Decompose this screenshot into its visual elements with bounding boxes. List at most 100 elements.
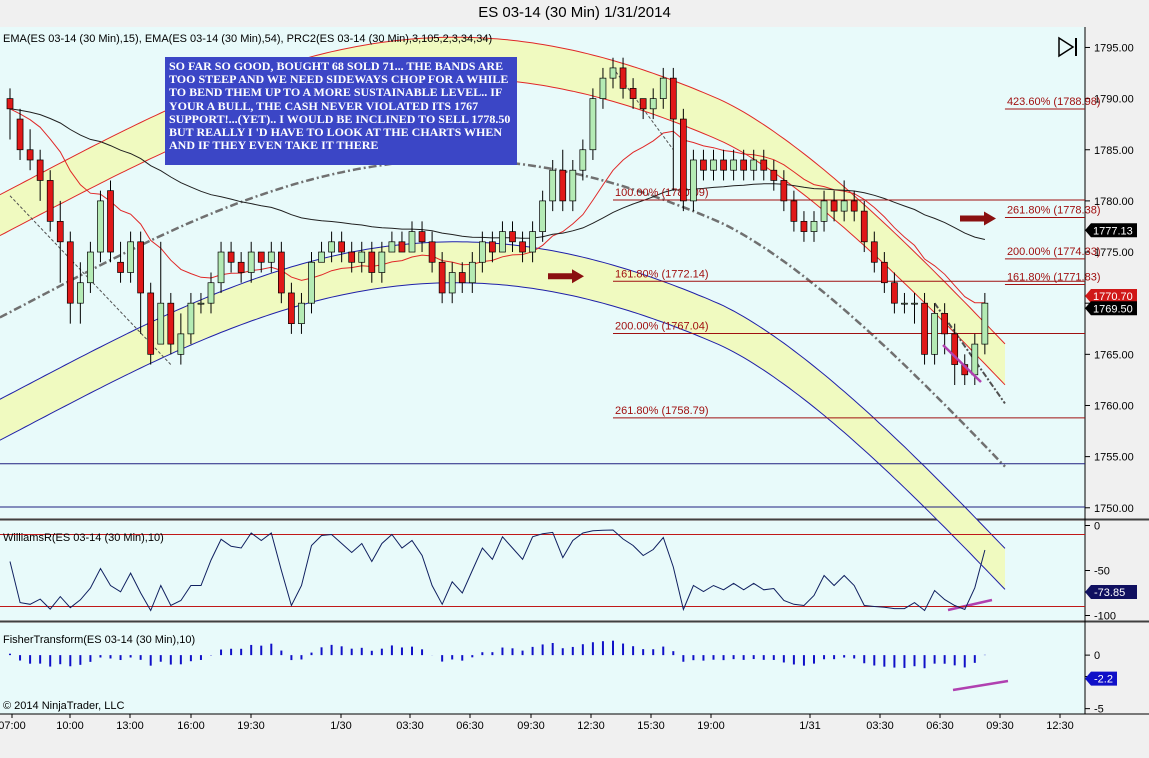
- red-arrow-marker: [548, 269, 584, 284]
- price-tick-label: 1785.00: [1094, 145, 1134, 157]
- fib-level-label: 261.80% (1778.38): [1007, 204, 1101, 216]
- copyright-label: © 2014 NinjaTrader, LLC: [3, 700, 124, 712]
- candle-up: [207, 282, 215, 304]
- williamsr-tick-label: -50: [1094, 566, 1110, 578]
- candle-down: [66, 241, 74, 304]
- candle-up: [468, 261, 476, 284]
- candle-up: [730, 159, 737, 171]
- candle-down: [398, 241, 406, 253]
- candle-down: [418, 231, 426, 243]
- candle-up: [499, 231, 506, 253]
- candle-down: [850, 200, 858, 212]
- fisher-title: FisherTransform(ES 03-14 (30 Min),10): [3, 634, 195, 646]
- price-badge: [1085, 301, 1137, 316]
- fisher-tick-label: -5: [1094, 704, 1104, 716]
- purple-trendline: [942, 344, 982, 383]
- time-tick-label: 12:30: [577, 720, 605, 732]
- upper-band-fill: [0, 37, 1005, 385]
- candle-up: [448, 272, 456, 294]
- lower-band-fill: [0, 241, 1005, 590]
- price-tick-label: 1755.00: [1094, 452, 1134, 464]
- candle-up: [177, 333, 185, 355]
- williamsr-tick-label: -100: [1094, 611, 1116, 623]
- chart-title: ES 03-14 (30 Min) 1/31/2014: [478, 4, 671, 21]
- price-tick-label: 1750.00: [1094, 503, 1134, 515]
- williamsr-title: WilliamsR(ES 03-14 (30 Min),10): [3, 532, 164, 544]
- lower-band-outer-line: [0, 282, 1006, 590]
- candle-down: [6, 98, 14, 110]
- price-badge: [1085, 223, 1137, 238]
- candle-up: [820, 200, 828, 222]
- price-badge-label: 1770.70: [1093, 291, 1133, 303]
- price-tick-label: 1795.00: [1094, 42, 1134, 54]
- candle-down: [117, 261, 124, 273]
- candle-down: [348, 251, 356, 263]
- price-axis-area: [1085, 27, 1149, 714]
- candle-up: [659, 77, 667, 99]
- candle-down: [489, 241, 496, 253]
- candle-down: [639, 98, 647, 110]
- candle-up: [87, 251, 94, 284]
- candle-down: [458, 272, 466, 284]
- candle-down: [870, 241, 878, 263]
- williamsr-value-label: -73.85: [1094, 587, 1125, 599]
- candle-down: [780, 180, 788, 202]
- candle-down: [167, 302, 175, 345]
- ema-54-line: [9, 108, 986, 240]
- time-tick-label: 12:30: [1046, 720, 1074, 732]
- time-tick-label: 19:30: [237, 720, 265, 732]
- candle-down: [790, 200, 798, 222]
- candle-up: [549, 169, 557, 202]
- fib-level-label: 161.80% (1771.83): [1007, 271, 1101, 283]
- fisher-value-label: -2.2: [1094, 674, 1113, 686]
- red-arrow-marker: [960, 211, 996, 226]
- candle-down: [770, 169, 778, 181]
- candle-down: [107, 190, 114, 253]
- candle-down: [26, 149, 34, 161]
- candle-up: [247, 251, 255, 273]
- candle-up: [569, 169, 577, 202]
- candle-up: [157, 302, 165, 345]
- williamsr-value-badge: [1085, 584, 1137, 599]
- candle-down: [438, 261, 446, 294]
- indicator-label: EMA(ES 03-14 (30 Min),15), EMA(ES 03-14 …: [3, 33, 492, 45]
- price-tick-label: 1760.00: [1094, 400, 1134, 412]
- fib-level-label: 200.00% (1774.33): [1007, 246, 1101, 258]
- candle-up: [388, 241, 396, 253]
- candle-up: [539, 200, 547, 232]
- fib-level-label: 423.60% (1788.98): [1007, 96, 1101, 108]
- candle-down: [740, 159, 748, 171]
- candle-down: [46, 180, 54, 222]
- candle-down: [36, 159, 44, 181]
- candle-down: [629, 88, 637, 99]
- candle-down: [830, 200, 838, 212]
- candle-down: [880, 261, 888, 284]
- candle-up: [267, 251, 275, 263]
- candle-up: [97, 200, 104, 253]
- ema-15-line: [9, 108, 985, 304]
- candle-up: [76, 282, 84, 304]
- candle-down: [941, 313, 949, 335]
- candle-up: [408, 231, 416, 253]
- price-badge-label: 1777.13: [1093, 225, 1133, 237]
- candle-up: [479, 241, 486, 263]
- annotation-note: SO FAR SO GOOD, BOUGHT 68 SOLD 71... THE…: [165, 57, 517, 165]
- time-tick-label: 10:00: [56, 720, 84, 732]
- candle-down: [147, 292, 155, 355]
- fisher-tick-label: 0: [1094, 650, 1100, 662]
- candle-up: [197, 302, 205, 305]
- candle-down: [428, 241, 436, 263]
- candle-up: [378, 251, 386, 273]
- time-tick-label: 15:30: [637, 720, 665, 732]
- candle-up: [579, 149, 587, 171]
- williamsr-tick-label: 0: [1094, 521, 1100, 533]
- candle-up: [599, 77, 607, 99]
- fib-level-label: 161.80% (1772.14): [615, 268, 709, 280]
- candle-down: [951, 333, 959, 365]
- candle-up: [901, 302, 908, 305]
- play-icon[interactable]: [1056, 36, 1080, 58]
- price-tick-label: 1765.00: [1094, 349, 1134, 361]
- fisher-panel: [0, 623, 1085, 714]
